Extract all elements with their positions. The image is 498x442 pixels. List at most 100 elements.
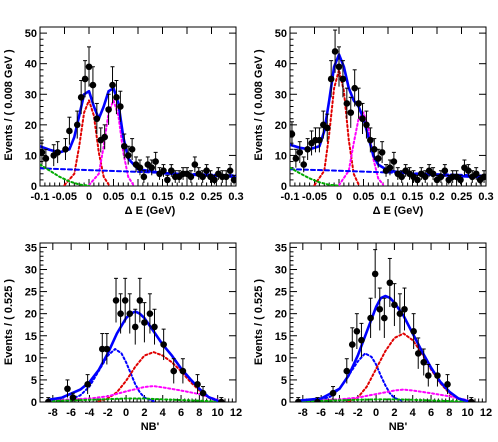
- y-tick-label: 10: [275, 353, 287, 365]
- data-point: [343, 100, 351, 107]
- x-tick-label: 8: [196, 407, 202, 419]
- curve-background-2: [47, 397, 219, 402]
- data-point: [335, 63, 343, 71]
- y-tick-label: 50: [275, 28, 287, 40]
- data-point: [424, 372, 432, 379]
- y-tick-label: 30: [25, 265, 37, 277]
- data-point: [89, 81, 97, 89]
- x-tick-label: 0: [373, 407, 379, 419]
- data-point: [117, 310, 124, 317]
- data-point: [359, 115, 366, 123]
- data-point: [292, 155, 300, 162]
- y-tick-label: 40: [275, 59, 287, 71]
- data-point: [105, 106, 112, 113]
- data-point: [414, 350, 422, 357]
- data-point: [81, 75, 89, 83]
- y-tick-label: 0: [31, 397, 37, 409]
- x-tick-label: 6: [428, 407, 434, 419]
- data-point: [73, 121, 81, 129]
- data-point: [378, 149, 386, 156]
- data-point: [355, 100, 362, 107]
- curve-total: [40, 86, 236, 179]
- data-point: [401, 305, 408, 313]
- curve-total: [290, 53, 486, 179]
- x-tick-label: 0.05: [353, 191, 374, 203]
- x-tick-label: 0.15: [152, 191, 173, 203]
- data-point: [457, 176, 464, 184]
- data-point: [124, 152, 132, 159]
- curve-background-1: [47, 385, 219, 402]
- x-tick-label: 0.25: [451, 191, 472, 203]
- data-point: [112, 297, 120, 304]
- x-tick-label: 0: [123, 407, 129, 419]
- x-tick-label: 0.2: [179, 191, 194, 203]
- y-tick-label: 20: [25, 309, 37, 321]
- data-point: [348, 341, 356, 348]
- x-tick-label: -0.05: [52, 191, 77, 203]
- data-point: [103, 345, 111, 353]
- data-point: [101, 133, 108, 141]
- y-tick-label: 10: [275, 150, 287, 162]
- y-tick-label: 20: [275, 309, 287, 321]
- data-point: [148, 164, 156, 171]
- y-tick-label: 5: [281, 375, 287, 387]
- data-point: [371, 270, 379, 278]
- data-point: [168, 167, 175, 175]
- data-point: [429, 170, 437, 178]
- data-point: [441, 167, 449, 175]
- data-point: [327, 75, 335, 83]
- x-tick-label: 0.1: [130, 191, 145, 203]
- data-point: [54, 149, 61, 156]
- y-axis-title: Events / ( 0.008 GeV ): [3, 49, 15, 161]
- data-point: [126, 310, 134, 317]
- data-point: [44, 398, 52, 402]
- data-point: [222, 173, 230, 181]
- y-axis-title: Events / ( 0.008 GeV ): [253, 49, 265, 161]
- data-point: [465, 167, 472, 175]
- y-tick-label: 0: [281, 181, 287, 193]
- data-point: [85, 63, 93, 71]
- data-point: [160, 167, 167, 175]
- data-point: [343, 367, 351, 375]
- x-tick-label: -6: [316, 407, 326, 419]
- data-point: [151, 323, 158, 331]
- data-point: [218, 398, 225, 402]
- data-point: [42, 155, 50, 162]
- data-point: [117, 103, 124, 110]
- data-point: [331, 48, 339, 55]
- x-axis-title: NB': [389, 421, 408, 433]
- data-point: [376, 305, 384, 313]
- data-point: [164, 176, 171, 184]
- y-tick-label: 30: [25, 89, 37, 101]
- chart-panel-bottom-right: -8 -6 -4 -2 0 2 4 6 8 10 1205101520253035NB'Events…: [253, 242, 492, 433]
- x-axis-title: Δ E (GeV): [125, 205, 176, 217]
- y-tick-label: 0: [281, 397, 287, 409]
- x-tick-label: -4: [85, 407, 96, 419]
- y-tick-label: 25: [275, 287, 287, 299]
- y-tick-label: 15: [275, 331, 287, 343]
- data-point: [370, 146, 378, 153]
- data-point: [98, 345, 106, 353]
- y-tick-label: 50: [25, 28, 37, 40]
- data-point: [64, 385, 71, 393]
- y-tick-label: 15: [25, 331, 37, 343]
- y-tick-label: 20: [25, 120, 37, 132]
- data-point: [351, 84, 358, 92]
- curve-total: [46, 310, 219, 402]
- data-point: [410, 328, 417, 335]
- x-axis-title: Δ E (GeV): [373, 205, 424, 217]
- data-point: [84, 381, 91, 388]
- data-point: [194, 381, 201, 388]
- data-point: [314, 398, 321, 402]
- x-tick-label: -6: [66, 407, 76, 419]
- chart-panel-top-right: -0.1 -0.05 0 0.05 0.1 0.15 0.2 0.25 0.3 0 10 20 30 40…: [253, 26, 494, 217]
- data-point: [421, 173, 429, 181]
- data-point: [191, 161, 199, 168]
- data-point: [398, 173, 406, 181]
- plot-frame: [39, 242, 237, 403]
- y-axis-title: Events / ( 0.525 ): [253, 279, 265, 366]
- data-point: [347, 109, 355, 116]
- plot-area: [294, 249, 475, 402]
- data-point: [434, 372, 441, 379]
